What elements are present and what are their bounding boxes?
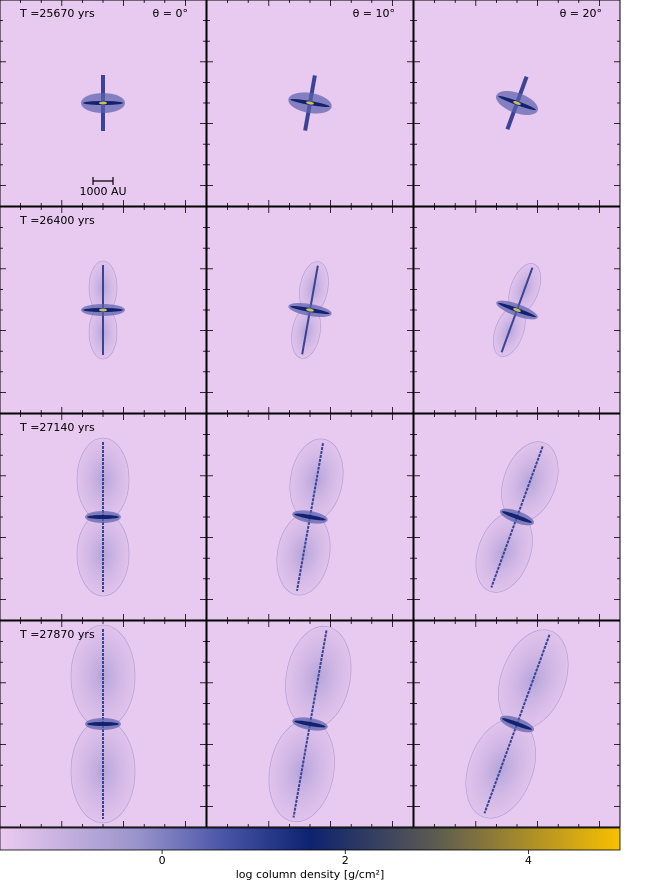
density-structure — [268, 625, 352, 823]
panel-frame — [206, 0, 414, 207]
panel: θ = 20° — [413, 0, 621, 207]
panel — [206, 206, 414, 414]
scale-bar-label: 1000 AU — [79, 185, 126, 198]
panel-grid: T =25670 yrs θ = 0° 1000 AU θ = 10° θ = 20° T… — [0, 0, 621, 828]
panel — [413, 413, 621, 621]
panel — [206, 620, 414, 828]
panel — [413, 620, 621, 828]
panel-frame — [413, 620, 621, 828]
colorbar-tick-label: 2 — [342, 854, 349, 867]
panel: θ = 10° — [206, 0, 414, 207]
angle-label: θ = 20° — [560, 7, 602, 20]
panel-frame — [206, 206, 414, 414]
density-structure — [493, 263, 541, 357]
colorbar-tick-label: 4 — [525, 854, 532, 867]
density-structure — [465, 629, 569, 819]
panel — [206, 413, 414, 621]
panel: T =27870 yrs — [0, 620, 207, 828]
panel: T =25670 yrs θ = 0° 1000 AU — [0, 0, 207, 207]
angle-label: θ = 0° — [153, 7, 188, 20]
panel: T =27140 yrs — [0, 413, 207, 621]
disk — [294, 720, 326, 728]
panel-frame — [0, 0, 207, 207]
time-label: T =25670 yrs — [19, 7, 95, 20]
core — [99, 308, 107, 312]
panel-frame — [0, 620, 207, 828]
panel-frame — [0, 206, 207, 414]
core — [306, 308, 314, 312]
disk — [501, 718, 533, 730]
disk — [501, 511, 533, 523]
panel: T =26400 yrs — [0, 206, 207, 414]
core — [513, 308, 521, 312]
time-label: T =26400 yrs — [19, 214, 95, 227]
panel-frame — [413, 0, 621, 207]
density-structure — [288, 75, 332, 131]
density-structure — [288, 261, 332, 359]
density-structure — [276, 438, 344, 596]
angle-label: θ = 10° — [353, 7, 395, 20]
panel-frame — [206, 620, 414, 828]
core — [99, 101, 107, 105]
density-structure — [496, 76, 538, 130]
colorbar-label: log column density [g/cm²] — [236, 868, 385, 881]
panel — [413, 206, 621, 414]
disk — [87, 722, 119, 726]
disk — [87, 515, 119, 519]
panel-frame — [413, 206, 621, 414]
panel-frame — [206, 413, 414, 621]
disk — [294, 513, 326, 521]
panel-frame — [413, 413, 621, 621]
core — [513, 101, 521, 105]
density-structure — [81, 75, 125, 131]
core — [306, 101, 314, 105]
density-structure — [76, 437, 130, 597]
colorbar — [0, 827, 621, 851]
density-structure — [475, 441, 559, 593]
time-label: T =27870 yrs — [19, 628, 95, 641]
panel-frame — [0, 413, 207, 621]
density-structure — [81, 260, 125, 360]
colorbar-axis: 0 2 4 — [159, 850, 532, 867]
time-label: T =27140 yrs — [19, 421, 95, 434]
density-structure — [70, 624, 136, 824]
colorbar-tick-label: 0 — [159, 854, 166, 867]
